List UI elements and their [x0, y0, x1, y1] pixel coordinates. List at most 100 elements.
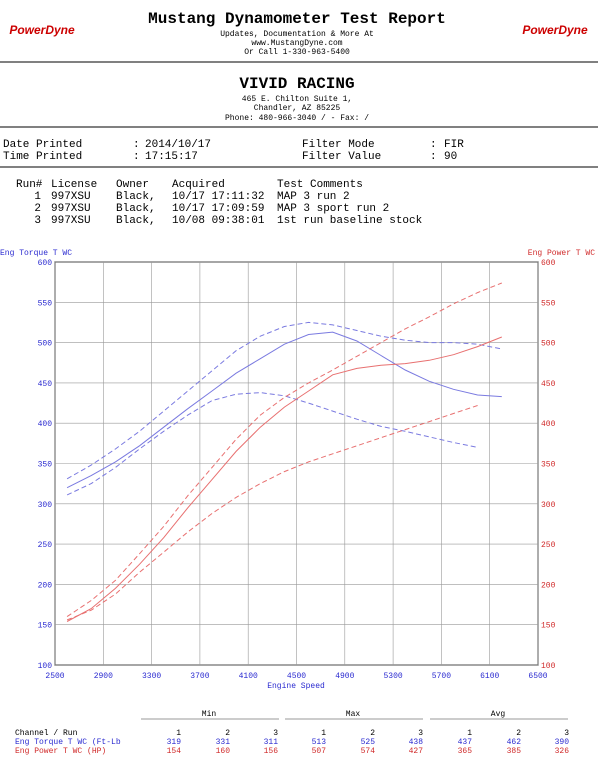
summary-label: Eng Power T WC (HP) — [15, 747, 106, 756]
info-text: Date Printed — [3, 139, 82, 151]
summary-value: 525 — [361, 738, 376, 747]
y2-tick-label: 600 — [541, 259, 556, 268]
run-cell: 10/08 09:38:01 — [172, 215, 265, 227]
x-tick-label: 4500 — [287, 672, 306, 681]
y-axis-label: Eng Torque T WC — [0, 249, 72, 258]
header-line: www.MustangDyne.com — [251, 39, 342, 48]
summary-value: 156 — [264, 747, 279, 756]
summary-run: 3 — [418, 729, 423, 738]
run-cell: 1 — [34, 191, 41, 203]
y2-tick-label: 550 — [541, 299, 556, 308]
summary-value: 462 — [507, 738, 522, 747]
header-line: Updates, Documentation & More At — [220, 30, 374, 39]
y2-tick-label: 400 — [541, 420, 556, 429]
run-cell: 10/17 17:09:59 — [172, 203, 264, 215]
summary-value: 319 — [167, 738, 182, 747]
summary-value: 427 — [409, 747, 424, 756]
summary-run: 3 — [564, 729, 569, 738]
y2-tick-label: 150 — [541, 622, 556, 631]
x-tick-label: 6100 — [480, 672, 499, 681]
run-header: Run# — [16, 179, 43, 191]
run-cell: MAP 3 sport run 2 — [277, 203, 389, 215]
y2-tick-label: 500 — [541, 340, 556, 349]
run-header: License — [51, 179, 97, 191]
shop-name: VIVID RACING — [239, 75, 354, 93]
summary-value: 438 — [409, 738, 424, 747]
x-tick-label: 6500 — [528, 672, 547, 681]
series-line — [66, 392, 478, 496]
y-tick-label: 500 — [38, 340, 53, 349]
y-tick-label: 600 — [38, 259, 53, 268]
y2-tick-label: 200 — [541, 581, 556, 590]
y2-axis-label: Eng Power T WC — [528, 249, 595, 258]
run-cell: Black, — [116, 215, 156, 227]
summary-run: 3 — [273, 729, 278, 738]
x-tick-label: 4100 — [239, 672, 258, 681]
run-cell: MAP 3 run 2 — [277, 191, 350, 203]
run-cell: 997XSU — [51, 191, 91, 203]
header-line: Or Call 1-330-963-5400 — [244, 48, 350, 57]
y-tick-label: 450 — [38, 380, 53, 389]
summary-group: Avg — [491, 710, 506, 719]
run-header: Acquired — [172, 179, 225, 191]
x-tick-label: 3300 — [142, 672, 161, 681]
info-text: Time Printed — [3, 151, 82, 163]
x-tick-label: 4900 — [335, 672, 354, 681]
y-tick-label: 150 — [38, 622, 53, 631]
series-line — [66, 321, 502, 480]
info-sep: : — [430, 139, 437, 151]
summary-label: Eng Torque T WC (Ft-Lb — [15, 738, 121, 747]
summary-value: 437 — [458, 738, 473, 747]
y2-tick-label: 100 — [541, 662, 556, 671]
y2-tick-label: 300 — [541, 501, 556, 510]
info-text: FIR — [444, 139, 464, 151]
run-cell: 2 — [34, 203, 41, 215]
series-line — [66, 282, 502, 618]
series-line — [66, 331, 502, 489]
info-text: Filter Value — [302, 151, 381, 163]
y-tick-label: 100 — [38, 662, 53, 671]
summary-value: 507 — [312, 747, 327, 756]
info-sep: : — [133, 151, 140, 163]
summary-value: 154 — [167, 747, 182, 756]
run-cell: 1st run baseline stock — [277, 215, 423, 227]
y2-tick-label: 350 — [541, 461, 556, 470]
x-tick-label: 2900 — [94, 672, 113, 681]
summary-run: 1 — [321, 729, 326, 738]
summary-value: 331 — [216, 738, 231, 747]
shop-line: Chandler, AZ 85225 — [254, 104, 341, 113]
info-text: 2014/10/17 — [145, 139, 211, 151]
summary-value: 390 — [555, 738, 570, 747]
logo: PowerDyne — [522, 23, 588, 37]
x-tick-label: 5300 — [383, 672, 402, 681]
y-tick-label: 550 — [38, 299, 53, 308]
summary-value: 365 — [458, 747, 473, 756]
summary-run: 2 — [370, 729, 375, 738]
x-tick-label: 3700 — [190, 672, 209, 681]
x-tick-label: 2500 — [45, 672, 64, 681]
run-cell: Black, — [116, 203, 156, 215]
summary-run: 2 — [225, 729, 230, 738]
y2-tick-label: 450 — [541, 380, 556, 389]
y-tick-label: 300 — [38, 501, 53, 510]
y-tick-label: 400 — [38, 420, 53, 429]
x-axis-label: Engine Speed — [267, 682, 325, 691]
run-cell: 997XSU — [51, 203, 91, 215]
x-tick-label: 5700 — [432, 672, 451, 681]
series-line — [66, 405, 478, 621]
summary-run: 1 — [467, 729, 472, 738]
summary-value: 326 — [555, 747, 570, 756]
shop-line: 465 E. Chilton Suite 1, — [242, 95, 352, 104]
y-tick-label: 200 — [38, 581, 53, 590]
run-cell: 10/17 17:11:32 — [172, 191, 264, 203]
run-header: Owner — [116, 179, 149, 191]
run-cell: 3 — [34, 215, 41, 227]
info-text: 17:15:17 — [145, 151, 198, 163]
summary-run: 1 — [176, 729, 181, 738]
summary-value: 385 — [507, 747, 522, 756]
summary-header: Channel / Run — [15, 729, 78, 738]
summary-value: 574 — [361, 747, 376, 756]
summary-value: 311 — [264, 738, 279, 747]
summary-value: 513 — [312, 738, 327, 747]
